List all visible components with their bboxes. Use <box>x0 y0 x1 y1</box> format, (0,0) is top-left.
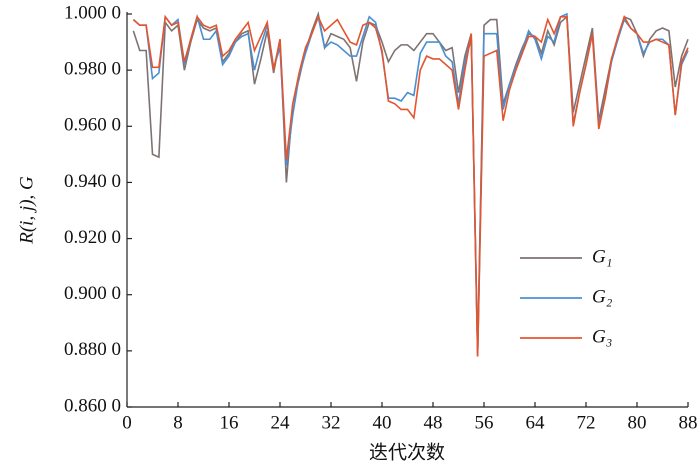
x-tick-label: 56 <box>475 412 494 433</box>
x-tick-label: 72 <box>577 412 596 433</box>
y-axis-label: R(i, j), G <box>16 176 37 245</box>
x-tick-label: 80 <box>628 412 647 433</box>
y-tick-label: 1.000 0 <box>64 2 121 23</box>
x-axis-label: 迭代次数 <box>369 442 445 464</box>
y-tick-label: 0.900 0 <box>64 283 121 304</box>
y-tick-label: 0.860 0 <box>64 395 121 416</box>
x-tick-label: 24 <box>271 412 291 433</box>
legend-label: G₁ <box>592 246 612 267</box>
legend-label: G₃ <box>592 326 612 347</box>
y-tick-label: 0.920 0 <box>64 227 121 248</box>
x-tick-label: 64 <box>526 412 546 433</box>
x-tick-label: 40 <box>373 412 392 433</box>
y-tick-label: 0.960 0 <box>64 115 121 136</box>
x-tick-label: 88 <box>679 412 698 433</box>
x-tick-label: 48 <box>424 412 443 433</box>
y-tick-label: 0.980 0 <box>64 59 121 80</box>
series-line <box>132 14 689 357</box>
y-tick-label: 0.880 0 <box>64 339 121 360</box>
x-tick-label: 8 <box>173 412 183 433</box>
legend-label: G₂ <box>592 286 613 307</box>
x-tick-label: 16 <box>220 412 239 433</box>
x-tick-label: 0 <box>122 412 132 433</box>
x-tick-label: 32 <box>322 412 341 433</box>
y-tick-label: 0.940 0 <box>64 171 121 192</box>
